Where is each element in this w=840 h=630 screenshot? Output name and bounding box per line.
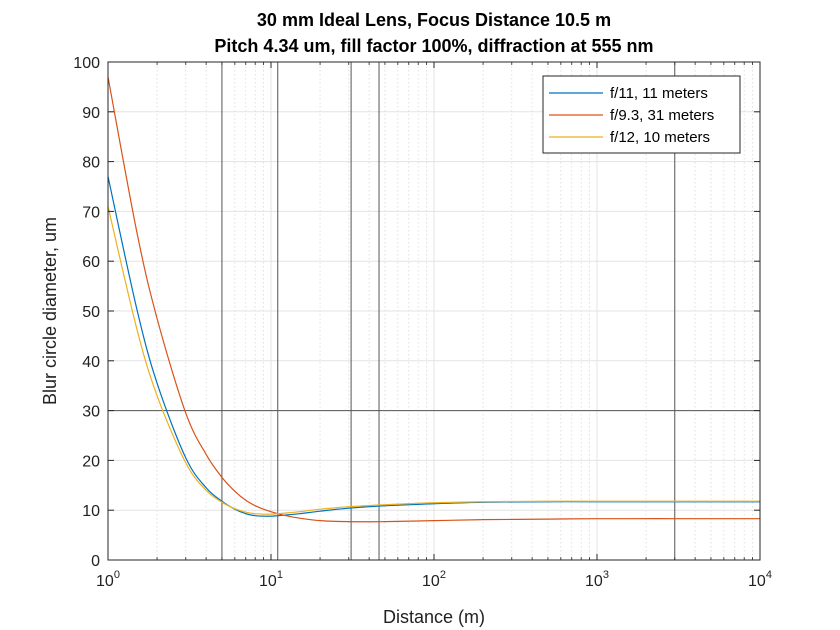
y-tick-labels: 0 10 20 30 40 50 60 70 80 90 100 xyxy=(73,55,100,570)
axis-ticks xyxy=(107,61,761,561)
y-axis-label: Blur circle diameter, um xyxy=(40,217,60,405)
x-tick-label: 103 xyxy=(585,569,609,590)
y-tick-label: 30 xyxy=(82,404,100,421)
y-tick-label: 40 xyxy=(82,354,100,371)
x-tick-label: 104 xyxy=(748,569,772,590)
y-tick-label: 90 xyxy=(82,105,100,122)
series-line-3 xyxy=(107,206,760,515)
legend-label-2: f/9.3, 31 meters xyxy=(610,107,714,124)
y-tick-label: 100 xyxy=(73,55,100,72)
series-layer xyxy=(107,76,760,523)
y-tick-label: 0 xyxy=(91,553,100,570)
chart-title: 30 mm Ideal Lens, Focus Distance 10.5 m xyxy=(257,10,611,30)
x-tick-label: 100 xyxy=(96,569,120,590)
y-tick-label: 10 xyxy=(82,503,100,520)
legend: f/11, 11 meters f/9.3, 31 meters f/12, 10 … xyxy=(542,75,741,154)
y-tick-label: 20 xyxy=(82,453,100,470)
y-tick-label: 80 xyxy=(82,155,100,172)
legend-label-1: f/11, 11 meters xyxy=(610,85,708,102)
x-axis-label: Distance (m) xyxy=(383,607,485,627)
y-tick-label: 50 xyxy=(82,304,100,321)
x-tick-label: 102 xyxy=(422,569,446,590)
x-tick-labels: 100 101 102 103 104 xyxy=(96,569,772,590)
x-tick-label: 101 xyxy=(259,569,283,590)
chart-subtitle: Pitch 4.34 um, fill factor 100%, diffrac… xyxy=(214,36,653,56)
legend-label-3: f/12, 10 meters xyxy=(610,129,710,146)
y-tick-label: 70 xyxy=(82,204,100,221)
y-tick-label: 60 xyxy=(82,254,100,271)
